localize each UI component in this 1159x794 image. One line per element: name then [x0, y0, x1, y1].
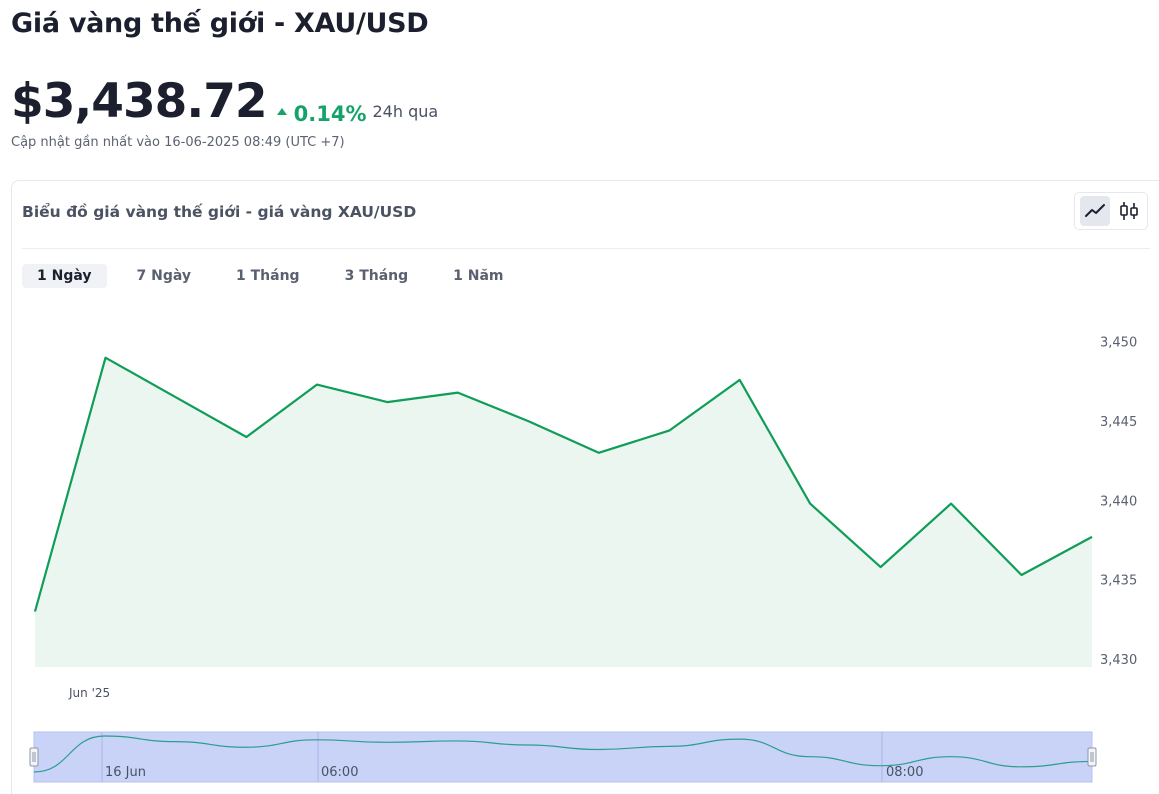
x-axis-label: Jun '25 [68, 686, 110, 700]
navigator-selection[interactable] [33, 731, 1093, 783]
price-row: $3,438.72 0.14% 24h qua [11, 74, 438, 129]
chart-type-toggle [1074, 192, 1148, 230]
card-divider [22, 248, 1150, 249]
y-tick-label: 3,435 [1100, 574, 1137, 589]
price-change: 0.14% [276, 101, 367, 126]
tab-1-day[interactable]: 1 Ngày [22, 264, 107, 288]
navigator-label: 08:00 [886, 765, 923, 780]
y-tick-label: 3,440 [1100, 494, 1137, 509]
tab-7-days[interactable]: 7 Ngày [136, 268, 192, 284]
tab-1-year[interactable]: 1 Năm [453, 268, 504, 284]
tab-3-months[interactable]: 3 Tháng [344, 268, 409, 284]
price-area [35, 357, 1092, 667]
tab-1-month[interactable]: 1 Tháng [236, 268, 300, 284]
navigator-label: 16 Jun [105, 765, 146, 780]
line-chart-button[interactable] [1080, 196, 1110, 226]
y-tick-label: 3,450 [1100, 336, 1137, 351]
range-tabs: 1 Ngày 7 Ngày 1 Tháng 3 Tháng 1 Năm [22, 264, 534, 288]
change-period: 24h qua [372, 102, 439, 121]
navigator-line [33, 735, 1093, 773]
chart-card-title: Biểu đồ giá vàng thế giới - giá vàng XAU… [22, 203, 417, 221]
navigator-label: 06:00 [321, 765, 358, 780]
y-tick-label: 3,430 [1100, 653, 1137, 668]
line-chart-icon [1085, 204, 1105, 217]
change-percent: 0.14% [293, 101, 367, 126]
page-title: Giá vàng thế giới - XAU/USD [11, 8, 429, 39]
price-line [33, 356, 1093, 612]
last-updated: Cập nhật gần nhất vào 16-06-2025 08:49 (… [11, 135, 345, 150]
current-price: $3,438.72 [11, 74, 268, 129]
navigator-handle-right[interactable] [1087, 747, 1097, 767]
candlestick-button[interactable] [1114, 196, 1144, 226]
range-navigator[interactable]: 16 Jun 06:00 08:00 [29, 731, 1097, 783]
candlestick-icon [1120, 202, 1138, 220]
navigator-handle-left[interactable] [29, 747, 39, 767]
up-arrow-icon [276, 108, 287, 115]
plot-area [33, 356, 1093, 667]
y-tick-label: 3,445 [1100, 415, 1137, 430]
y-axis: 3,430 3,435 3,440 3,445 3,450 [1100, 336, 1137, 668]
